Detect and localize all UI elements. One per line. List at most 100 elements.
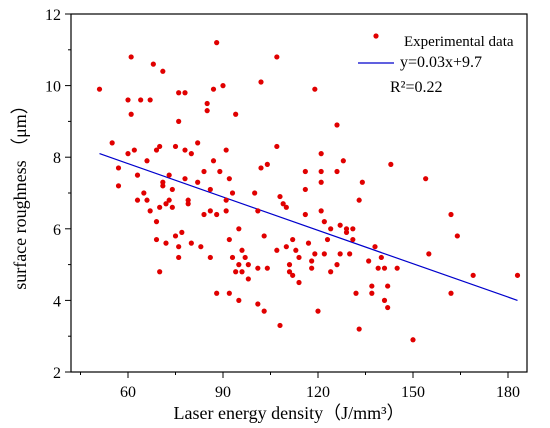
data-point: [381, 265, 388, 271]
data-point: [166, 197, 172, 203]
data-point: [305, 240, 312, 246]
data-point: [157, 143, 163, 150]
data-point: [157, 204, 163, 210]
data-point: [182, 90, 188, 96]
data-point: [226, 236, 232, 243]
data-point: [214, 290, 220, 296]
fit-line-layer: [99, 153, 518, 301]
data-point: [210, 86, 217, 92]
data-point: [334, 168, 340, 175]
data-point: [252, 190, 258, 196]
data-point: [128, 111, 134, 117]
data-point: [375, 265, 381, 271]
data-point: [236, 226, 242, 232]
data-point: [328, 269, 334, 275]
data-point: [470, 272, 476, 278]
data-point: [315, 308, 321, 314]
data-point: [195, 179, 201, 185]
data-point: [185, 201, 191, 207]
data-point: [277, 322, 283, 329]
data-point: [283, 244, 289, 250]
data-point: [169, 204, 175, 210]
y-tick-label: 12: [45, 7, 61, 24]
data-point: [381, 297, 388, 303]
data-point: [302, 186, 308, 193]
data-point: [214, 211, 220, 218]
data-point: [233, 111, 239, 117]
data-point: [188, 151, 194, 157]
data-point: [356, 326, 362, 332]
data-point: [214, 40, 220, 46]
data-point: [207, 208, 213, 214]
data-point: [223, 208, 229, 214]
data-point: [255, 301, 261, 307]
data-point: [125, 97, 131, 103]
data-point: [115, 165, 122, 171]
data-point: [448, 290, 454, 296]
data-point: [258, 79, 264, 85]
data-point: [160, 183, 166, 189]
data-point: [223, 197, 229, 203]
data-point: [514, 272, 521, 278]
data-point: [226, 176, 232, 182]
data-point: [356, 197, 362, 203]
data-point: [302, 168, 308, 175]
data-point: [324, 236, 331, 243]
data-point: [239, 269, 245, 275]
data-point: [229, 254, 236, 261]
data-point: [274, 247, 280, 253]
data-point: [176, 118, 182, 124]
data-point: [274, 54, 280, 60]
data-point: [264, 161, 270, 167]
data-point: [153, 219, 160, 225]
data-point: [160, 68, 166, 74]
data-point: [239, 247, 245, 253]
data-point: [204, 100, 210, 107]
y-tick-label: 10: [45, 79, 61, 96]
data-point: [229, 190, 236, 196]
data-point: [290, 236, 296, 243]
data-point: [169, 186, 175, 193]
data-point: [138, 97, 144, 103]
data-point: [96, 86, 103, 92]
data-point: [204, 108, 210, 114]
y-tick-label: 8: [53, 150, 61, 167]
data-point: [296, 279, 302, 286]
data-point: [261, 308, 267, 314]
data-point: [359, 179, 365, 185]
data-point: [366, 258, 372, 264]
data-point: [236, 297, 242, 303]
data-point: [334, 122, 340, 128]
data-point: [318, 179, 324, 185]
data-point: [217, 168, 223, 175]
data-point: [283, 204, 289, 210]
data-point: [150, 61, 156, 67]
data-point: [179, 229, 185, 235]
data-point: [163, 201, 169, 207]
legend-fit-equation: y=0.03x+9.7: [400, 54, 482, 71]
data-point: [176, 254, 182, 261]
data-point: [426, 251, 432, 257]
data-point: [160, 179, 166, 185]
data-point: [385, 283, 391, 289]
data-point: [394, 265, 400, 271]
data-point: [144, 158, 150, 164]
data-point: [274, 143, 280, 150]
data-point: [343, 229, 350, 235]
data-point: [302, 211, 308, 218]
data-point: [245, 276, 251, 282]
data-point: [207, 254, 213, 261]
data-point: [125, 151, 131, 157]
data-point: [334, 262, 340, 268]
data-point: [350, 226, 356, 232]
data-point: [350, 236, 356, 243]
legend: Experimental data y=0.03x+9.7 R²=0.22: [358, 33, 514, 96]
y-axis-title: surface roughness （μm）: [10, 96, 30, 290]
data-point: [172, 233, 179, 239]
data-point: [353, 290, 359, 296]
data-point: [312, 86, 318, 92]
data-point: [201, 211, 207, 218]
data-point: [245, 262, 251, 268]
data-point: [242, 254, 248, 261]
data-point: [309, 258, 315, 264]
